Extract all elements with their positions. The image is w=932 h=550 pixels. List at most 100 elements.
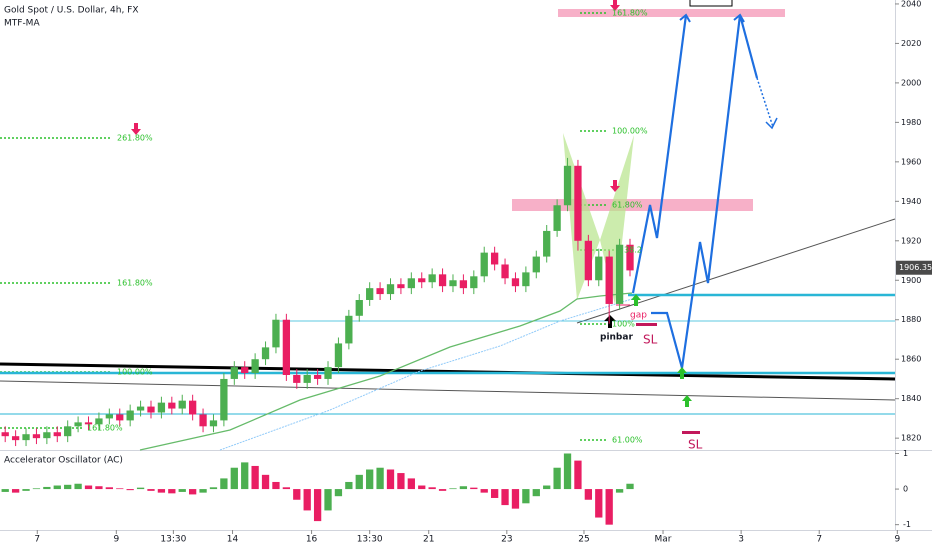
candle-body <box>407 278 415 289</box>
projection-dotted <box>756 77 774 128</box>
candle-body <box>438 274 447 287</box>
fib-label: 100% <box>612 320 635 329</box>
osc-bar <box>261 474 270 490</box>
osc-bar <box>334 489 343 497</box>
candle-body <box>74 422 82 427</box>
candle-body <box>334 343 343 368</box>
candle-body <box>157 402 166 413</box>
chart-title: Gold Spot / U.S. Dollar, 4h, FX <box>4 6 139 16</box>
candle-body <box>449 280 457 287</box>
osc-bar <box>407 478 415 490</box>
osc-bar <box>11 489 20 493</box>
candle-body <box>418 278 426 283</box>
down-arrow <box>610 180 620 192</box>
candle-body <box>22 434 30 441</box>
candle-body <box>386 284 395 295</box>
osc-bar <box>241 462 249 490</box>
fib-label: 61.00% <box>612 436 643 445</box>
osc-bar <box>168 489 176 494</box>
candle-body <box>563 165 572 206</box>
fib-label: 161.80% <box>117 279 153 288</box>
candle-body <box>95 418 103 425</box>
osc-bar <box>32 488 41 490</box>
x-tick-label: 13:30 <box>160 535 186 545</box>
y-tick-label: 1920 <box>901 236 921 245</box>
osc-bar <box>376 467 384 490</box>
osc-bar <box>105 487 113 490</box>
up-arrow <box>631 294 641 306</box>
osc-bar <box>136 487 145 490</box>
candle-body <box>282 319 291 375</box>
x-tick-label: 21 <box>423 535 434 545</box>
arrow-head <box>765 117 778 130</box>
last-price-label: 1906.35 <box>899 263 932 272</box>
candle-body <box>189 400 197 415</box>
candle-body <box>178 400 186 409</box>
candle-body <box>168 402 176 409</box>
candle-body <box>345 315 353 344</box>
y-tick-label: 1860 <box>901 355 921 364</box>
fib-label: 261.80% <box>117 134 153 143</box>
osc-bar <box>480 489 488 493</box>
x-tick-label: 9 <box>113 535 119 545</box>
osc-bar <box>511 489 520 509</box>
osc-bar <box>355 474 363 490</box>
trend-line-thick <box>0 362 896 381</box>
candle-body <box>220 378 228 421</box>
fib-label: 100.00% <box>117 368 153 377</box>
osc-bar <box>584 489 593 500</box>
osc-bar <box>199 489 207 493</box>
x-tick-label: 9 <box>894 535 900 545</box>
target-zone <box>558 9 785 17</box>
candle-body <box>147 406 155 413</box>
osc-bar <box>126 489 134 491</box>
gap-label: gap <box>630 311 647 321</box>
osc-bar <box>74 483 82 490</box>
candle-body <box>428 274 436 283</box>
osc-bar <box>116 488 124 490</box>
up-arrow <box>604 315 616 328</box>
candle-body <box>126 410 134 421</box>
osc-bar <box>438 489 447 491</box>
candle-body <box>511 278 520 287</box>
axes: 1820 1840 1860 1880 1900 1920 1940 1960 1980 2000… <box>34 0 932 545</box>
candle-body <box>251 359 259 374</box>
sl-label: SL <box>643 333 658 347</box>
osc-bar <box>303 489 311 511</box>
down-arrow <box>610 0 620 11</box>
candle-body <box>303 375 311 383</box>
last-price-box <box>896 260 932 275</box>
y-tick-label: 1840 <box>901 394 921 403</box>
osc-bar <box>251 465 259 490</box>
osc-bar <box>209 487 218 490</box>
fib-label: 161.80% <box>87 424 123 433</box>
trend-line <box>0 380 896 401</box>
candle-body <box>501 264 509 279</box>
candle-body <box>261 347 270 360</box>
osc-bar <box>313 489 322 522</box>
osc-bar <box>595 489 603 518</box>
x-tick-label: 14 <box>227 535 239 545</box>
y-tick-label: 1940 <box>901 197 921 206</box>
y-tick-label: 1880 <box>901 315 921 324</box>
osc-bar <box>178 489 186 492</box>
osc-bar <box>43 486 51 490</box>
x-tick-label: 25 <box>578 535 589 545</box>
y-tick-label: 1900 <box>901 276 921 285</box>
indicator-label: MTF-MA <box>4 19 40 29</box>
osc-bar <box>543 485 551 490</box>
candle-body <box>11 436 20 441</box>
candle-body <box>324 367 332 379</box>
fib-label: 61.80% <box>612 201 643 210</box>
candle-body <box>293 375 301 383</box>
osc-bar <box>95 486 103 490</box>
osc-bar <box>220 478 228 490</box>
osc-bar <box>84 485 93 490</box>
x-tick-label: 13:30 <box>357 535 383 545</box>
osc-bar <box>626 483 634 490</box>
candle-body <box>543 230 551 257</box>
candle-body <box>53 432 61 437</box>
candle-body <box>595 256 603 281</box>
